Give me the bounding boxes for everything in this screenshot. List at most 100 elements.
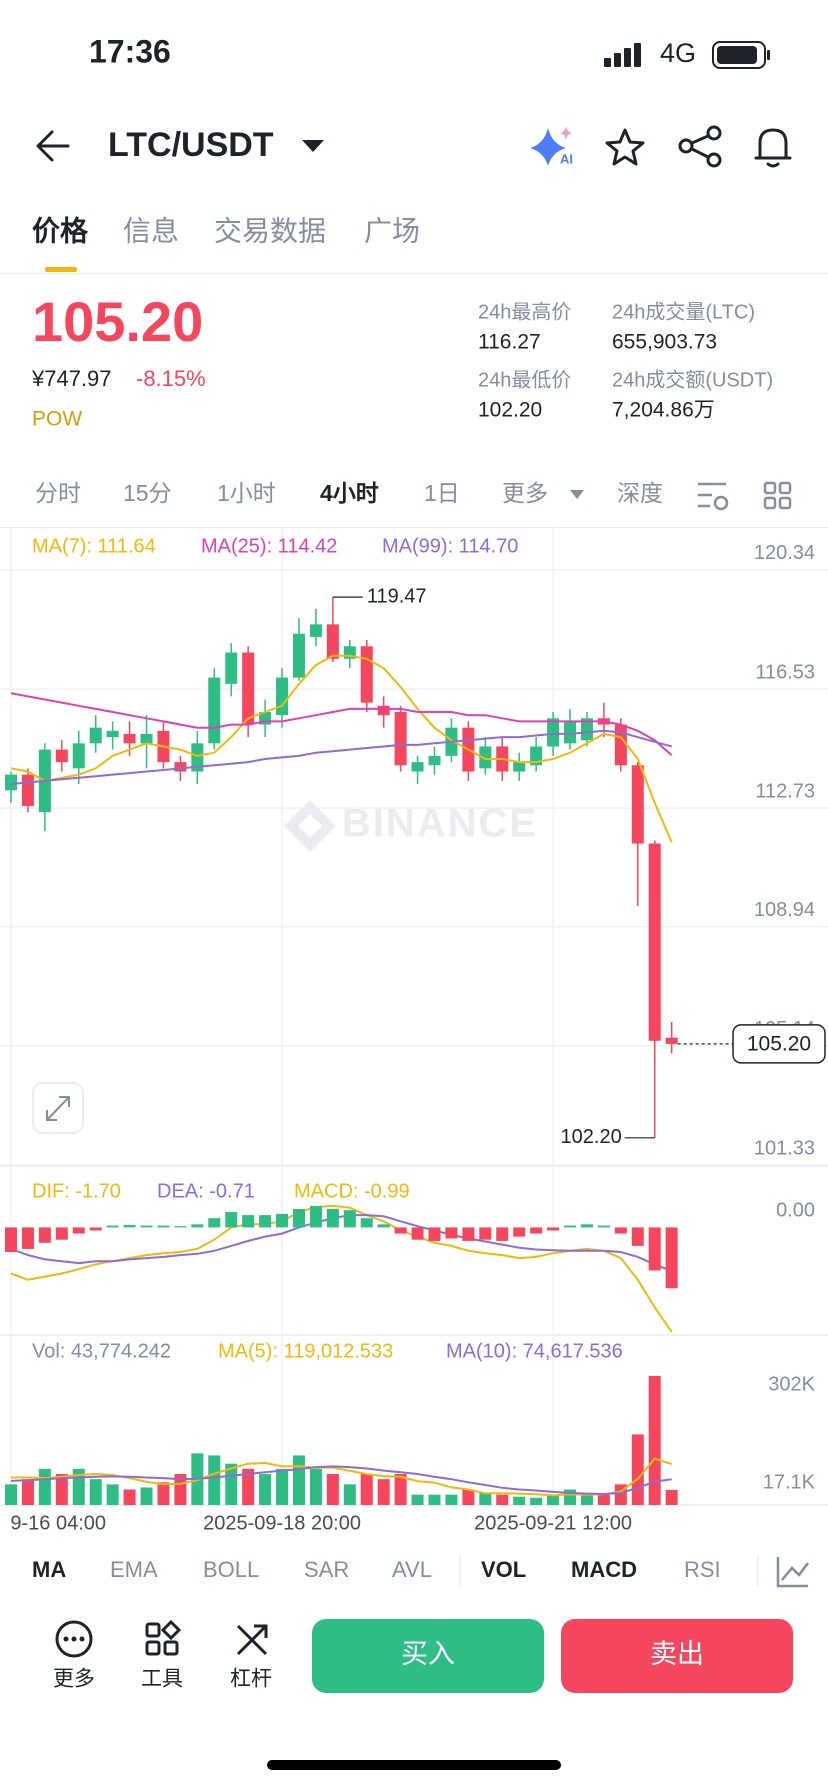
macd-bar — [394, 1227, 407, 1234]
interval[interactable]: 1小时 — [217, 480, 276, 506]
macd-bar — [597, 1225, 610, 1228]
volume-bar — [55, 1474, 68, 1505]
y-tick-label: 116.53 — [755, 661, 815, 683]
stat-value: 102.20 — [478, 399, 542, 422]
volume-bar — [292, 1455, 305, 1505]
macd-bar — [377, 1224, 390, 1228]
indicator-tab[interactable]: SAR — [304, 1557, 349, 1582]
volume-bar — [648, 1375, 661, 1505]
candle-body — [564, 721, 577, 744]
macd-bar — [242, 1215, 255, 1228]
volume-bar — [106, 1484, 119, 1505]
candle-body — [106, 730, 119, 738]
tab[interactable]: 价格 — [32, 215, 89, 246]
signal-icon — [604, 43, 641, 67]
volume-bar — [123, 1489, 136, 1505]
volume-bar — [5, 1484, 17, 1505]
layout-button[interactable] — [763, 481, 792, 510]
interval[interactable]: 分时 — [35, 480, 81, 506]
candle-body — [394, 712, 407, 766]
legend-entry: MA(5): 119,012.533 — [218, 1340, 393, 1362]
more-button[interactable]: 更多 — [53, 1620, 95, 1691]
candle-body — [89, 727, 102, 744]
indicator-settings[interactable] — [776, 1557, 809, 1588]
indicator-tab[interactable]: MA — [32, 1557, 66, 1582]
cny-price: ¥747.97 — [31, 366, 112, 391]
indicator-tab[interactable]: RSI — [684, 1557, 721, 1582]
indicator-tab[interactable]: BOLL — [203, 1557, 259, 1582]
stat-label: 24h成交额(USDT) — [612, 368, 773, 391]
macd-bar — [72, 1227, 85, 1234]
volume-bar — [360, 1474, 373, 1505]
volume-bar — [631, 1434, 644, 1505]
tab[interactable]: 广场 — [364, 215, 420, 246]
macd-bar — [21, 1227, 34, 1249]
favorite-button[interactable] — [605, 128, 645, 166]
pair-title[interactable]: LTC/USDT — [108, 126, 274, 164]
interval[interactable]: 1日 — [424, 480, 460, 506]
volume-bar — [547, 1494, 560, 1505]
back-button[interactable] — [36, 130, 70, 162]
ma-line — [10, 1465, 672, 1496]
tag: POW — [32, 408, 82, 431]
candle-body — [513, 762, 526, 772]
tab[interactable]: 信息 — [123, 215, 179, 246]
macd-bar — [292, 1208, 305, 1228]
leverage-button[interactable]: 杠杆 — [230, 1624, 272, 1691]
volume-bar — [428, 1494, 441, 1505]
candle-body — [631, 765, 644, 844]
interval[interactable]: 4小时 — [320, 480, 379, 506]
y-tick-label: 17.1K — [763, 1471, 816, 1493]
volume-bar — [259, 1474, 272, 1505]
tab[interactable]: 交易数据 — [214, 215, 326, 246]
candle-body — [292, 633, 305, 678]
y-tick-label: 108.94 — [754, 899, 815, 921]
buy-button[interactable]: 买入 — [312, 1619, 544, 1693]
macd-bar — [38, 1227, 51, 1243]
stat-value: 7,204.86万 — [612, 399, 715, 422]
tool-label: 杠杆 — [230, 1668, 272, 1691]
chart-settings-button[interactable] — [698, 482, 729, 511]
ai-button[interactable]: AI — [530, 126, 573, 166]
y-tick-label: 302K — [768, 1373, 815, 1395]
sell-label: 卖出 — [650, 1639, 704, 1669]
expand-button[interactable] — [32, 1082, 84, 1134]
x-tick-label: 2025-09-18 20:00 — [203, 1512, 361, 1534]
tool-label: 更多 — [53, 1668, 95, 1691]
indicator-tab[interactable]: VOL — [481, 1557, 526, 1582]
indicator-tab[interactable]: EMA — [110, 1557, 158, 1582]
macd-bar — [89, 1227, 102, 1231]
interval[interactable]: 深度 — [617, 480, 663, 506]
interval[interactable]: 15分 — [123, 480, 172, 506]
tab-indicator — [45, 267, 77, 272]
stat-label: 24h最高价 — [478, 300, 571, 323]
volume-bar — [21, 1479, 34, 1505]
interval[interactable]: 更多 — [502, 480, 548, 506]
candle-body — [72, 743, 85, 769]
macd-bar — [191, 1224, 204, 1228]
macd-bar — [462, 1227, 475, 1241]
sell-button[interactable]: 卖出 — [561, 1619, 793, 1693]
volume-bar — [580, 1494, 593, 1505]
stat-label: 24h成交量(LTC) — [612, 300, 755, 323]
ma-line — [10, 654, 673, 843]
share-button[interactable] — [678, 125, 722, 168]
macd-bar — [5, 1227, 17, 1252]
volume-bar — [174, 1474, 187, 1505]
macd-bar — [665, 1227, 678, 1289]
indicator-tab[interactable]: MACD — [571, 1557, 637, 1582]
macd-bar — [580, 1224, 593, 1228]
volume-bar — [326, 1474, 339, 1505]
macd-bar — [547, 1227, 560, 1231]
pair-dropdown[interactable] — [302, 140, 324, 152]
macd-bar — [174, 1226, 187, 1228]
tools-button[interactable]: 工具 — [141, 1619, 183, 1691]
legend-entry: MA(10): 74,617.536 — [446, 1340, 623, 1362]
more-dropdown[interactable] — [570, 490, 584, 499]
indicator-tab[interactable]: AVL — [392, 1557, 432, 1582]
macd-bar — [614, 1227, 627, 1234]
candle-body — [208, 677, 221, 744]
alert-button[interactable] — [754, 128, 792, 168]
